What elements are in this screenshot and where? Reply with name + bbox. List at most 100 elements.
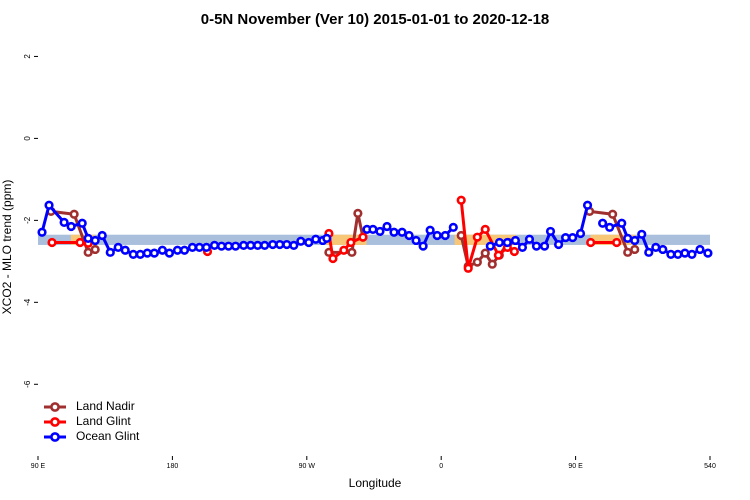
data-point (397, 227, 407, 237)
data-point (644, 247, 654, 257)
data-point (510, 235, 521, 246)
data-point (687, 249, 697, 259)
data-point (322, 233, 332, 243)
data-point (77, 218, 87, 228)
legend-label: Land Nadir (76, 399, 135, 413)
data-point (358, 232, 368, 242)
data-point (253, 240, 263, 250)
data-point (509, 246, 519, 257)
data-point (113, 242, 123, 253)
data-point (494, 237, 505, 248)
data-point (304, 237, 314, 248)
legend-swatch-point (50, 417, 60, 427)
data-point (425, 225, 435, 235)
data-point (703, 248, 713, 258)
data-point (172, 245, 183, 255)
data-point (617, 218, 627, 228)
data-point (83, 247, 93, 257)
data-point (598, 218, 608, 228)
data-point (282, 239, 292, 250)
data-point (75, 237, 85, 248)
data-point (493, 250, 503, 260)
x-tick-label: 540 (704, 463, 716, 470)
data-point (328, 253, 338, 264)
data-point (612, 237, 622, 248)
data-point (539, 241, 550, 251)
data-point (44, 200, 54, 210)
y-tick-label: 2 (23, 54, 32, 59)
data-point (448, 222, 458, 232)
data-point (456, 195, 466, 205)
data-point (658, 244, 668, 255)
data-point (637, 229, 647, 239)
data-point (353, 208, 363, 218)
x-axis-title: Longitude (349, 476, 402, 490)
data-point (216, 241, 227, 251)
data-point (531, 241, 542, 251)
data-point (246, 240, 256, 250)
y-tick-label: 0 (23, 136, 32, 141)
data-point (560, 232, 571, 243)
data-point (289, 240, 299, 250)
legend-swatch-point (50, 432, 60, 442)
data-point (194, 242, 205, 253)
legend-swatch-point (50, 402, 60, 412)
data-point (120, 245, 130, 255)
data-point (582, 200, 593, 210)
data-point (339, 245, 349, 255)
data-point (411, 235, 421, 246)
data-point (605, 222, 615, 232)
data-point (502, 237, 512, 248)
data-point (630, 244, 640, 255)
data-point (440, 230, 450, 241)
data-point (97, 230, 107, 241)
data-point (90, 244, 100, 255)
x-tick-label: 0 (439, 463, 443, 470)
data-point (623, 233, 633, 243)
data-point (209, 240, 220, 250)
data-point (47, 237, 57, 248)
data-point (472, 232, 482, 242)
x-tick-label: 90 E (568, 463, 583, 470)
data-point (673, 249, 683, 259)
data-point (472, 257, 482, 267)
data-point (187, 242, 198, 253)
data-point (575, 228, 586, 239)
x-tick-label: 180 (167, 463, 179, 470)
data-point (157, 245, 167, 255)
data-point (480, 248, 490, 258)
data-point (149, 248, 159, 258)
data-point (179, 245, 190, 255)
data-point (268, 239, 278, 250)
data-point (135, 249, 145, 259)
data-point (275, 239, 285, 250)
data-point (568, 232, 578, 243)
data-point (418, 241, 428, 251)
x-tick-label: 90 E (31, 463, 46, 470)
data-point (83, 233, 93, 243)
data-point (480, 224, 490, 234)
data-point (382, 221, 392, 232)
data-point (296, 236, 306, 246)
legend-label: Ocean Glint (76, 429, 140, 443)
legend-label: Land Glint (76, 414, 131, 428)
data-point (680, 248, 690, 258)
data-point (651, 242, 661, 253)
data-point (90, 235, 100, 246)
data-point (517, 242, 528, 253)
reference-band (38, 234, 710, 245)
data-point (69, 209, 79, 219)
series-line (50, 209, 636, 268)
data-point (260, 240, 270, 250)
data-point (239, 240, 249, 250)
data-point (586, 237, 596, 248)
data-point (66, 221, 76, 232)
data-point (695, 244, 705, 255)
data-point (347, 247, 357, 257)
data-point (485, 241, 495, 251)
x-tick-label: 90 W (299, 463, 316, 470)
data-point (432, 230, 442, 241)
data-point (666, 249, 676, 259)
